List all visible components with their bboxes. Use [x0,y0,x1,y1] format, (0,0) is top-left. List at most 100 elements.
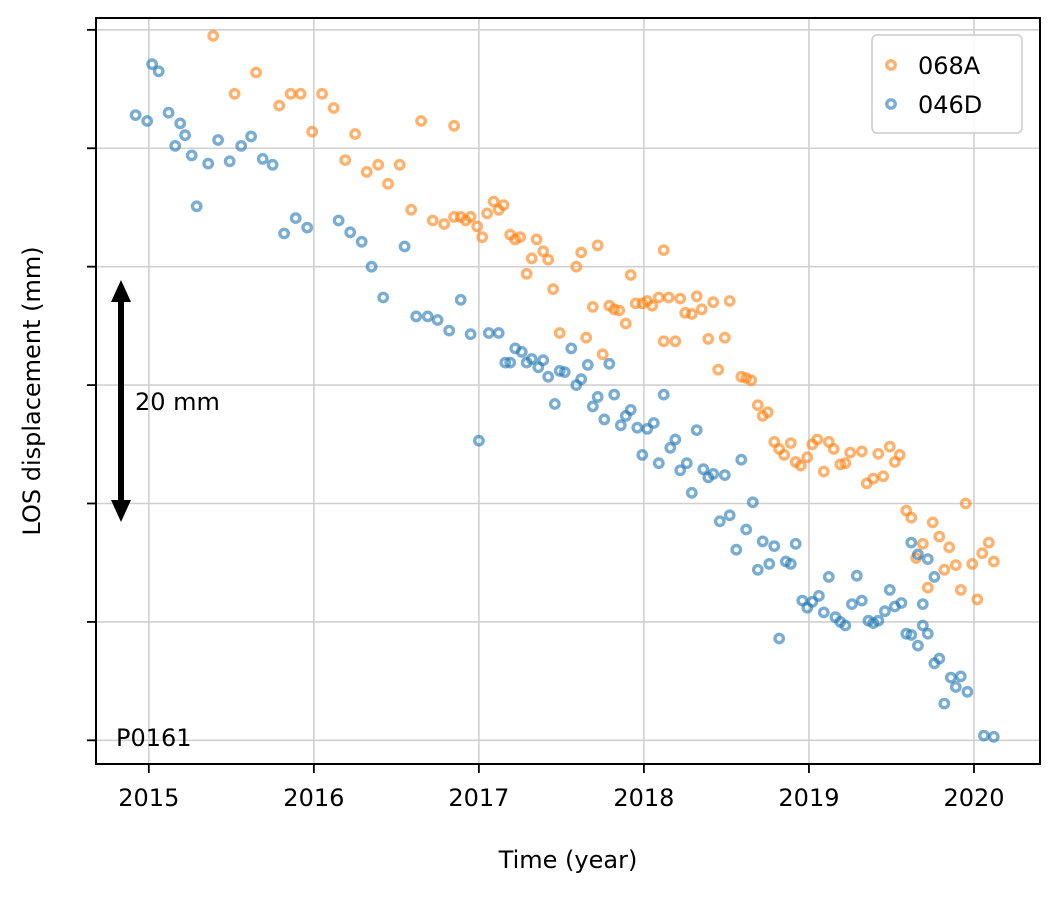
data-point [421,310,434,323]
data-point [916,619,929,632]
data-point [575,373,588,386]
data-point [581,358,594,371]
data-point [745,374,758,387]
data-point [912,639,924,652]
data-point [695,303,708,316]
data-point [266,158,279,171]
data-point [245,130,258,143]
data-point [228,87,241,100]
data-point [565,342,578,355]
data-point [514,231,526,244]
data-point [933,530,946,543]
data-point [806,595,819,608]
data-point [893,448,906,461]
data-point [647,417,660,429]
data-point [971,593,984,606]
data-point [471,220,484,233]
data-point [641,422,654,435]
data-point [773,632,786,645]
data-point [713,515,726,528]
data-point [784,558,797,570]
data-point [629,297,642,310]
data-point [735,453,748,466]
data-point [761,406,774,419]
data-point [497,199,510,212]
data-point [657,244,670,257]
plot-frame [95,17,1041,765]
data-point [657,335,670,348]
data-point [598,413,611,426]
data-point [316,87,328,100]
data-point [185,149,198,162]
data-point [822,571,835,583]
data-point [921,581,934,594]
data-point [492,327,505,339]
data-point [811,433,824,446]
x-tick-label: 2019 [778,784,839,812]
data-point [174,117,187,130]
data-point [751,563,764,576]
data-point [520,267,533,280]
data-point [756,535,769,548]
data-point [365,260,378,273]
data-point [344,226,357,239]
data-point [481,207,493,220]
data-point [202,157,215,170]
data-point [332,214,345,227]
data-point [839,457,852,470]
data-point [614,419,627,432]
data-point [339,154,352,167]
data-point [685,308,698,320]
data-point [740,523,753,536]
data-point [801,451,814,464]
data-point [355,235,368,248]
data-point [784,437,797,449]
data-point [575,246,588,259]
data-point [954,584,967,596]
data-point [596,348,609,361]
data-point [669,335,682,348]
data-point [613,304,626,317]
data-point [905,629,918,641]
data-point [393,158,406,171]
data-point [879,605,891,618]
data-point [542,253,555,266]
data-point [207,29,220,42]
data-point [360,165,373,178]
data-point [301,221,314,234]
data-point [763,558,776,570]
data-point [690,424,703,436]
data-point [570,260,583,273]
data-point [928,571,941,583]
data-point [553,327,566,339]
data-point [959,497,972,510]
data-point [129,109,142,122]
data-point [855,594,868,607]
data-point [943,541,956,554]
data-point [723,509,736,522]
data-point [817,465,830,478]
data-point [504,356,517,369]
data-point [789,537,802,550]
axis-ticks: 2015 2016 2017 2018 2019 2020 [87,28,1005,812]
data-point [916,537,929,550]
data-point [949,681,962,693]
data-point [982,536,995,549]
data-point [680,457,693,470]
legend-entry-068A: 068A [885,52,981,80]
data-point [905,536,918,549]
data-point [846,598,858,610]
x-axis-label: Time (year) [498,846,638,874]
data-point [624,403,637,416]
data-points [129,29,1000,743]
data-point [547,283,559,296]
data-point [306,125,319,138]
data-point [426,214,439,227]
data-point [443,324,456,337]
data-point [499,356,512,369]
data-point [916,598,929,610]
legend-box [871,34,1023,134]
data-point [410,310,423,323]
data-point [844,446,857,459]
data-point [827,443,840,455]
